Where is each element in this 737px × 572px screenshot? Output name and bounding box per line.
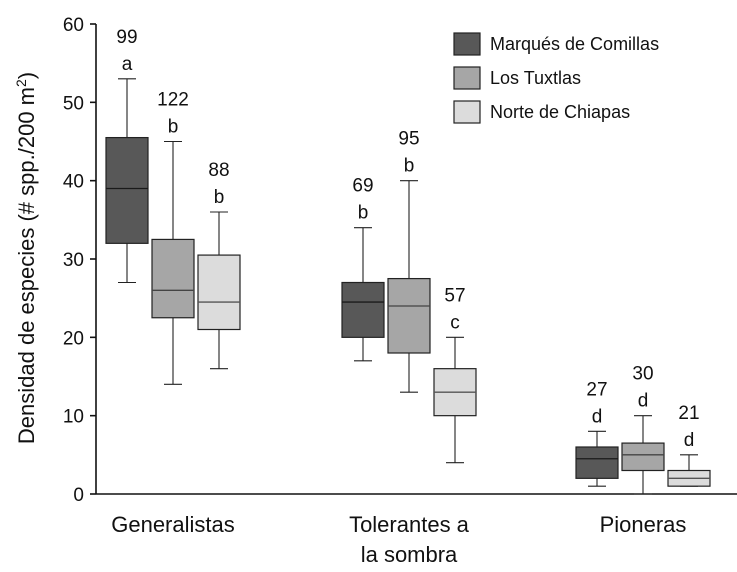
box-iqr — [341, 281, 385, 338]
y-tick-label: 0 — [73, 485, 84, 506]
sample-size-label: 88 — [208, 160, 229, 181]
legend: Marqués de Comillas Los Tuxtlas Norte de C… — [453, 32, 659, 124]
significance-letter: b — [168, 117, 179, 138]
category-labels: Generalistas Tolerantes a la sombra Pionera… — [111, 512, 686, 567]
box-iqr — [197, 254, 241, 331]
box-iqr — [151, 238, 195, 319]
significance-letter: d — [638, 391, 649, 412]
y-tick-label: 30 — [63, 250, 84, 271]
box-2-2 — [667, 454, 711, 487]
significance-letter: b — [358, 203, 369, 224]
box-iqr — [621, 442, 665, 472]
y-tick-label: 40 — [63, 172, 84, 193]
significance-letter: d — [592, 406, 603, 427]
sample-size-label: 69 — [352, 176, 373, 197]
boxes — [105, 78, 711, 495]
box-iqr — [575, 446, 619, 479]
significance-letter: d — [684, 430, 695, 451]
sample-size-label: 27 — [586, 379, 607, 400]
significance-letter: b — [404, 156, 415, 177]
legend-label: Los Tuxtlas — [490, 68, 581, 88]
legend-label: Norte de Chiapas — [490, 102, 630, 122]
box-0-0 — [105, 78, 149, 284]
sample-size-label: 57 — [444, 285, 465, 306]
legend-swatch — [453, 66, 481, 90]
sample-size-label: 122 — [157, 90, 189, 111]
significance-letter: c — [450, 312, 460, 333]
legend-label: Marqués de Comillas — [490, 34, 659, 54]
y-tick-label: 60 — [63, 15, 84, 36]
box-1-0 — [151, 140, 195, 385]
box-0-2 — [575, 430, 619, 487]
sample-size-label: 30 — [632, 364, 653, 385]
box-iqr — [387, 277, 431, 354]
category-label: Pioneras — [600, 512, 687, 537]
box-1-2 — [621, 415, 665, 495]
y-tick-label: 10 — [63, 407, 84, 428]
box-iqr — [105, 136, 149, 244]
box-1-1 — [387, 180, 431, 393]
category-label: Generalistas — [111, 512, 235, 537]
y-axis-label: Densidad de especies (# spp./200 m2) — [13, 72, 39, 444]
box-2-1 — [433, 336, 477, 464]
legend-swatch — [453, 32, 481, 56]
box-0-1 — [341, 227, 385, 362]
box-2-0 — [197, 211, 241, 370]
sample-size-label: 99 — [116, 27, 137, 48]
sample-size-label: 21 — [678, 403, 699, 424]
significance-letter: b — [214, 187, 225, 208]
legend-swatch — [453, 100, 481, 124]
y-tick-label: 20 — [63, 328, 84, 349]
category-label: la sombra — [361, 542, 458, 567]
significance-letter: a — [122, 54, 133, 75]
sample-size-label: 95 — [398, 129, 419, 150]
y-tick-label: 50 — [63, 93, 84, 114]
category-label: Tolerantes a — [349, 512, 470, 537]
annotations: a 99 b 69 d 27 b 122 b 95 d 30 b 88 c 57 d 21 — [116, 27, 699, 451]
y-axis-ticks: 0 10 20 30 40 50 60 — [63, 15, 96, 506]
